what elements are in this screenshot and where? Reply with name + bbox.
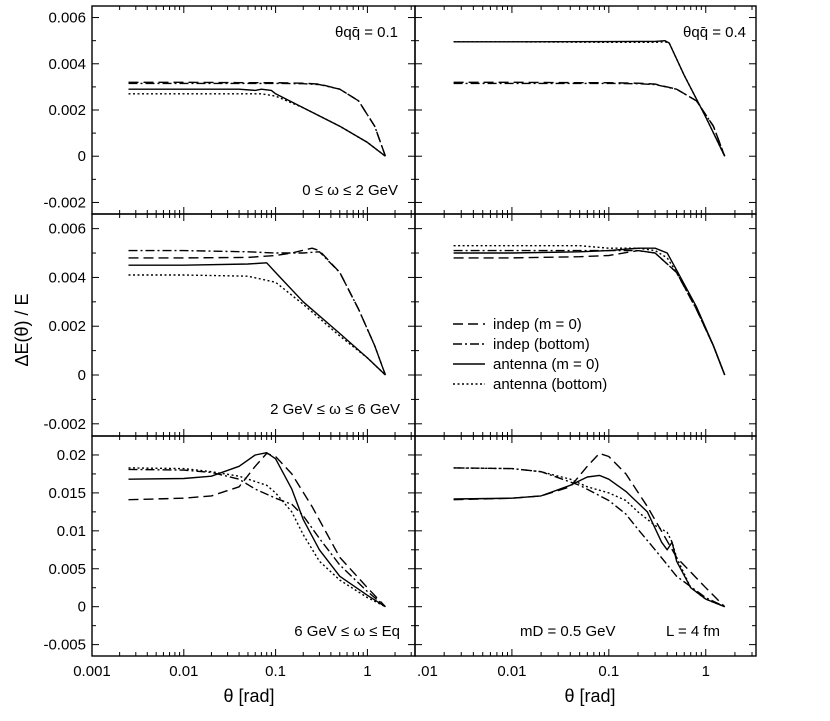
y-tick-label: 0 — [78, 148, 86, 165]
y-tick-label: 0.004 — [48, 269, 86, 286]
series-antenna-m-0 — [128, 88, 386, 157]
series-indep-m-0 — [453, 81, 726, 157]
series-antenna-bottom — [128, 274, 386, 376]
panel-r0-c0: 0.006 0.004 0.002 0 -0.002 0 ≤ ω ≤ 2 GeV θqq̄ … — [43, 5, 416, 215]
y-tick-label: 0.01 — [57, 523, 86, 540]
y-tick-label: -0.005 — [43, 637, 86, 654]
legend-entry: indep (m = 0) — [493, 316, 582, 333]
series-antenna-m-0 — [453, 40, 726, 157]
x-tick-label: 1 — [702, 663, 710, 680]
x-tick-label: 0.01 — [497, 663, 526, 680]
y-tick-label: 0.004 — [48, 56, 86, 73]
y-tick-label: 0.015 — [48, 485, 86, 502]
x-axis-label-right: θ [rad] — [564, 686, 615, 706]
series-antenna-bottom — [453, 41, 726, 157]
panel-r1-c0: 0.006 0.004 0.002 0 -0.002 2 GeV ≤ ω ≤ 6 GeV — [43, 213, 416, 437]
panel-frame — [414, 435, 757, 657]
panel-annotation: 6 GeV ≤ ω ≤ Eq — [294, 623, 400, 640]
y-tick-label: 0.02 — [57, 447, 86, 464]
y-tick-label: 0.005 — [48, 561, 86, 578]
x-tick-label: 1 — [363, 663, 371, 680]
panel-r0-c1: θqq̄ = 0.4 — [414, 5, 757, 215]
y-tick-label: 0.006 — [48, 10, 86, 27]
y-tick-label: 0 — [78, 599, 86, 616]
y-tick-label: 0.002 — [48, 318, 86, 335]
series-indep-bottom — [128, 82, 387, 157]
x-axis-label-left: θ [rad] — [223, 686, 274, 706]
series-indep-m-0 — [128, 452, 386, 608]
y-tick-label: 0.002 — [48, 102, 86, 119]
x-tick-label: 0.01 — [169, 663, 198, 680]
y-tick-label: -0.002 — [43, 194, 86, 211]
y-tick-label: 0 — [78, 367, 86, 384]
series-indep-m-0 — [128, 81, 387, 157]
panels-layer: 0.006 0.004 0.002 0 -0.002 0 ≤ ω ≤ 2 GeV θqq̄ … — [43, 5, 757, 680]
series-antenna-bottom — [128, 93, 386, 157]
legend-entry: antenna (m = 0) — [493, 356, 599, 373]
panel-annotation: θqq̄ = 0.1 — [335, 24, 398, 41]
series-indep-bottom — [453, 82, 726, 157]
legend: indep (m = 0) indep (bottom) antenna (m = … — [453, 316, 607, 393]
series-indep-bottom — [453, 467, 726, 608]
series-indep-m-0 — [128, 247, 387, 376]
series-indep-bottom — [128, 249, 387, 376]
panel-r2-c1: mD = 0.5 GeV L = 4 fm — [414, 435, 757, 657]
series-antenna-bottom — [453, 467, 725, 608]
x-tick-label: 0.1 — [265, 663, 286, 680]
series-indep-bottom — [128, 468, 386, 608]
y-tick-label: -0.002 — [43, 416, 86, 433]
series-antenna-m-0 — [128, 262, 386, 376]
x-tick-label: 0.1 — [598, 663, 619, 680]
legend-entry: indep (bottom) — [493, 336, 590, 353]
series-antenna-bottom — [453, 245, 726, 376]
x-tick-label: 0.001 — [73, 663, 111, 680]
panel-r2-c0: 0.02 0.015 0.01 0.005 0 -0.005 6 GeV ≤ ω ≤ Eq — [43, 435, 416, 657]
panel-annotation: 2 GeV ≤ ω ≤ 6 GeV — [270, 401, 400, 418]
series-antenna-bottom — [128, 467, 386, 608]
y-tick-label: 0.006 — [48, 221, 86, 238]
series-antenna-m-0 — [453, 474, 725, 608]
panel-annotation: mD = 0.5 GeV — [520, 623, 615, 640]
legend-entry: antenna (bottom) — [493, 376, 607, 393]
y-axis-label: ΔE(θ) / E — [12, 293, 32, 366]
panel-r1-c1 — [414, 213, 757, 437]
series-antenna-m-0 — [453, 247, 726, 376]
panel-annotation: L = 4 fm — [666, 623, 720, 640]
panel-annotation: θqq̄ = 0.4 — [683, 24, 746, 41]
x-tick-label: .01 — [417, 663, 438, 680]
series-antenna-m-0 — [128, 452, 386, 608]
panel-annotation: 0 ≤ ω ≤ 2 GeV — [302, 182, 398, 199]
